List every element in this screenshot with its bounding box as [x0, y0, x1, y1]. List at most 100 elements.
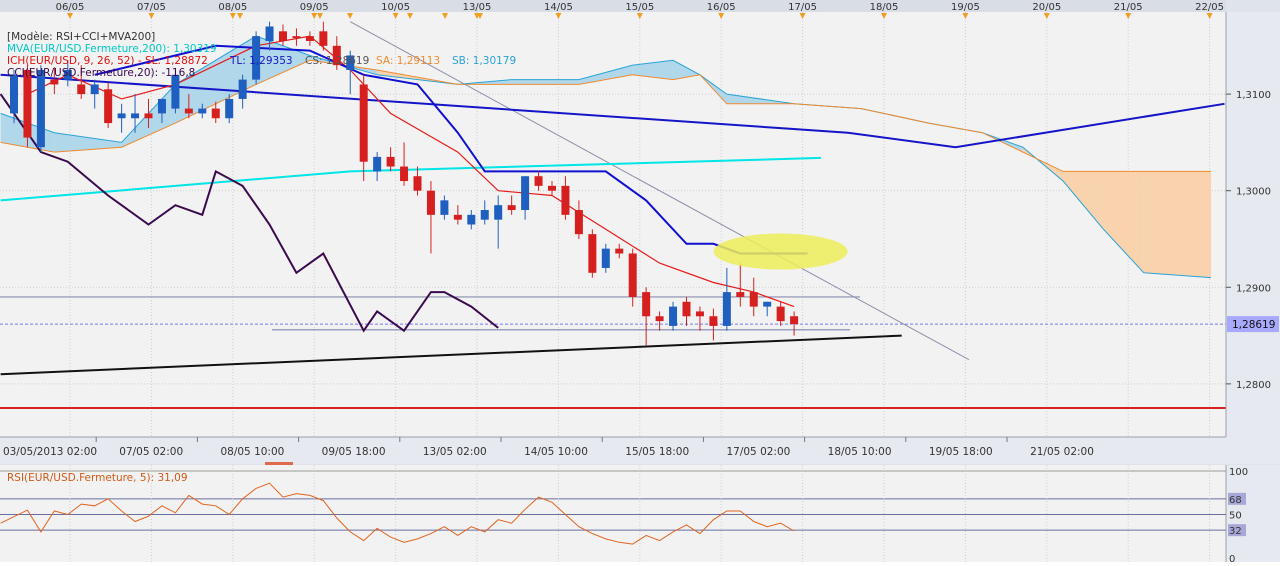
grey-diagonal-trendline	[350, 21, 970, 361]
candle-body	[494, 205, 503, 220]
candle	[615, 243, 624, 259]
rsi-plot-area	[0, 465, 1226, 562]
candle	[90, 79, 99, 109]
legend-ichimoku-sb: SB: 1,30179	[452, 55, 516, 67]
bottom-date-label: 14/05 10:00	[524, 446, 588, 458]
candle-body	[90, 84, 99, 95]
candle-body	[749, 292, 758, 307]
event-marker-icon	[317, 13, 323, 19]
legend-cci: CCI(EUR/USD.Fermeture,20): -116,8	[7, 67, 195, 79]
legend-mva: MVA(EUR/USD.Fermeture,200): 1,30319	[7, 43, 217, 55]
cloud-segment	[632, 60, 674, 80]
cloud-segment	[1063, 171, 1104, 230]
cloud-segment	[175, 36, 257, 124]
top-date-label: 22/05	[1195, 2, 1224, 13]
event-marker-icon	[148, 13, 155, 19]
candle	[736, 263, 745, 307]
candle	[467, 210, 476, 230]
candle-body	[574, 210, 583, 235]
event-marker-icon	[229, 13, 236, 19]
candle	[225, 94, 234, 124]
candle	[104, 82, 113, 128]
candle-body	[319, 31, 328, 46]
candle	[386, 147, 395, 172]
candle-body	[615, 248, 624, 254]
candle	[63, 60, 72, 87]
candle	[413, 166, 422, 196]
candle	[305, 31, 314, 46]
candle	[252, 31, 261, 85]
cloud-segment	[1103, 171, 1144, 273]
top-date-axis: 06/05 07/05 08/05 09/05 10/05 13/05 14/05 15/05…	[56, 2, 1224, 19]
candle	[23, 65, 32, 148]
price-tick-label: 1,3000	[1236, 187, 1271, 198]
candle	[426, 181, 435, 254]
candle-body	[467, 214, 476, 225]
candle-body	[265, 26, 274, 41]
event-marker-icon	[237, 13, 243, 19]
top-date-label: 08/05	[218, 2, 247, 13]
candle-body	[655, 316, 664, 322]
top-date-label: 10/05	[381, 2, 410, 13]
chart-legend: [Modèle: RSI+CCI+MVA200] MVA(EUR/USD.Fer…	[7, 31, 516, 79]
top-date-label: 19/05	[951, 2, 980, 13]
event-marker-icon	[636, 13, 643, 19]
candle-body	[305, 36, 314, 41]
candle	[131, 94, 140, 133]
top-date-label: 13/05	[463, 2, 492, 13]
candlesticks	[10, 21, 799, 346]
candle-body	[695, 311, 704, 317]
candle	[157, 98, 166, 124]
candle-body	[77, 84, 86, 95]
event-marker-icon	[392, 13, 399, 19]
candle	[695, 306, 704, 331]
annotations	[713, 233, 848, 270]
candle	[36, 65, 45, 153]
mva200-line	[0, 156, 822, 202]
top-date-label: 15/05	[625, 2, 654, 13]
price-axis-background	[1226, 12, 1280, 437]
candle-body	[373, 156, 382, 172]
candle	[292, 28, 301, 46]
candle-body	[63, 69, 72, 80]
candle	[50, 67, 59, 95]
candle-body	[722, 292, 731, 326]
rsi-tick-label: 32	[1229, 526, 1242, 537]
candle-body	[413, 176, 422, 191]
bottom-date-label: 18/05 10:00	[828, 446, 892, 458]
cci-line	[0, 93, 499, 333]
candle	[346, 50, 355, 95]
indicator-lines	[0, 21, 1226, 410]
candle-body	[386, 156, 395, 167]
last-price-value: 1,28619	[1232, 319, 1275, 331]
candle-body	[426, 190, 435, 215]
candle-body	[23, 69, 32, 138]
rsi-tick-label: 68	[1229, 495, 1242, 506]
candle	[211, 101, 220, 124]
candle-body	[10, 74, 18, 114]
black-trendline	[0, 334, 902, 376]
rsi-tick-label: 50	[1229, 511, 1242, 522]
event-marker-icon	[799, 13, 806, 19]
scroll-marker	[265, 462, 293, 465]
candle	[601, 243, 610, 273]
candle-body	[225, 98, 234, 119]
candle-body	[211, 108, 220, 119]
bottom-date-label: 15/05 18:00	[625, 446, 689, 458]
candle	[682, 296, 691, 326]
candle-body	[171, 74, 180, 109]
candle-body	[776, 306, 785, 322]
top-date-label: 20/05	[1032, 2, 1061, 13]
candle	[507, 195, 516, 215]
candle-body	[534, 176, 543, 186]
candle-body	[642, 292, 651, 317]
bottom-date-label: 13/05 02:00	[423, 446, 487, 458]
cloud-segment	[511, 79, 579, 85]
candle	[749, 277, 758, 317]
top-date-label: 06/05	[56, 2, 85, 13]
top-date-strip	[0, 0, 1226, 12]
event-marker-icon	[718, 13, 725, 19]
candle	[561, 176, 570, 220]
date-axis-background	[0, 437, 1280, 464]
